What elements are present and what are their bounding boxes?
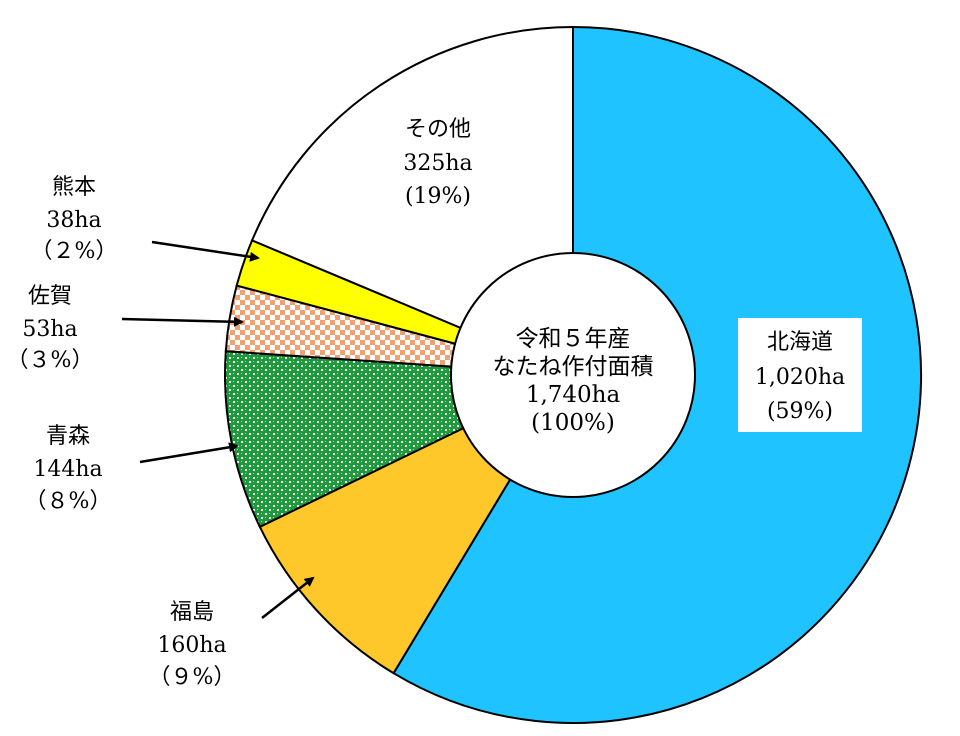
slice-label-percent-fukushima: （９%） (149, 665, 236, 690)
slice-label-name-hokkaido: 北海道 (767, 330, 833, 355)
leader-arrow-saga (121, 316, 244, 327)
slice-label-name-saga: 佐賀 (28, 284, 72, 309)
hokkaido-label-box (738, 318, 862, 432)
slice-label-name-kumamoto: 熊本 (52, 175, 96, 200)
slice-label-name-fukushima: 福島 (170, 600, 214, 625)
slice-label-name-other: その他 (405, 117, 471, 142)
center-label-line2: なたね作付面積 (493, 354, 654, 380)
center-label-percent: (100%) (531, 410, 615, 436)
leader-arrows (121, 240, 315, 619)
leader-arrow-kumamoto (151, 240, 260, 262)
leader-arrow-aomori (139, 442, 239, 464)
slice-label-value-other: 325ha (403, 151, 472, 176)
slice-label-percent-kumamoto: （２%） (31, 239, 118, 264)
slice-label-percent-other: (19%) (405, 184, 471, 209)
center-label-total: 1,740ha (526, 382, 621, 408)
slice-label-value-saga: 53ha (22, 317, 77, 342)
center-label-line1: 令和５年産 (516, 326, 631, 352)
slice-label-value-aomori: 144ha (33, 457, 102, 482)
center-label: 令和５年産 なたね作付面積 1,740ha (100%) (493, 326, 654, 436)
donut-hole (450, 252, 696, 498)
slice-label-name-aomori: 青森 (46, 424, 90, 449)
slice-label-value-hokkaido: 1,020ha (755, 365, 845, 390)
slice-label-value-fukushima: 160ha (157, 633, 226, 658)
slice-label-percent-aomori: （８%） (25, 489, 112, 514)
slice-label-value-kumamoto: 38ha (46, 208, 101, 233)
slice-label-percent-hokkaido: (59%) (767, 399, 833, 424)
leader-arrow-fukushima (261, 576, 315, 619)
slice-label-percent-saga: （３%） (7, 348, 94, 373)
slice-labels: 北海道 1,020ha (59%) 福島 160ha （９%） 青森 144ha… (7, 117, 846, 690)
